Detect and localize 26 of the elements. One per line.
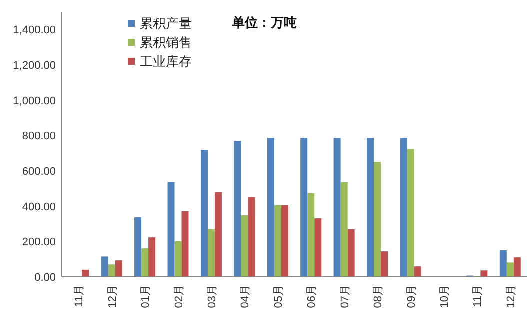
- x-tick-label: 02月: [173, 285, 186, 308]
- x-tick-label: 05月: [272, 285, 285, 308]
- x-tick-label: 08月: [372, 285, 385, 308]
- y-tick-label: 1,200.00: [13, 60, 56, 72]
- x-tick-label: 07月: [339, 285, 352, 308]
- x-tick-label: 09月: [406, 285, 418, 308]
- legend-label: 累积产量: [140, 16, 192, 31]
- legend-label: 累积销售: [140, 35, 192, 50]
- x-tick-label: 12月: [505, 285, 518, 308]
- x-tick-label: 11月: [74, 285, 86, 308]
- x-tick-label: 04月: [240, 285, 252, 308]
- x-tick-label: 10月: [438, 285, 451, 308]
- x-tick-label: 06月: [306, 285, 318, 308]
- x-tick-label: 01月: [140, 285, 152, 308]
- y-tick-label: 0.00: [34, 272, 56, 284]
- y-tick-label: 200.00: [22, 236, 56, 249]
- x-tick-label: 12月: [106, 285, 119, 308]
- y-tick-label: 1,400.00: [13, 24, 56, 37]
- y-tick-label: 800.00: [22, 130, 56, 143]
- x-tick-label: 11月: [472, 285, 484, 308]
- annotation: 单位：万吨: [231, 15, 297, 30]
- x-tick-label: 03月: [206, 285, 218, 308]
- legend-label: 工业库存: [140, 54, 192, 69]
- y-tick-label: 600.00: [22, 166, 56, 178]
- y-tick-label: 400.00: [22, 201, 56, 214]
- y-tick-label: 1,000.00: [13, 95, 56, 108]
